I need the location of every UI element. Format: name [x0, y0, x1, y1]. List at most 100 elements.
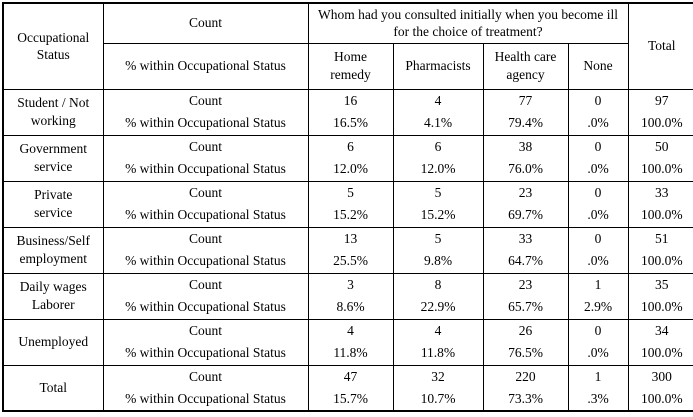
- row-label-private-service: Private service: [2, 180, 104, 228]
- header-occupational-status: Occupational Status: [2, 2, 104, 90]
- count-cell: 1: [567, 272, 629, 297]
- percent-cell: 2.9%: [567, 296, 629, 320]
- stat-label-cell: Count: [102, 364, 309, 389]
- row-label-government-service: Government service: [2, 134, 104, 182]
- count-cell: 6: [392, 134, 484, 159]
- percent-cell: 11.8%: [307, 342, 394, 366]
- percent-cell: 15.7%: [307, 388, 394, 412]
- percent-cell: .0%: [567, 250, 629, 274]
- row-label-unemployed: Unemployed: [2, 318, 104, 366]
- count-cell: 38: [482, 134, 569, 159]
- count-cell: 47: [307, 364, 394, 389]
- percent-cell: 76.5%: [482, 342, 569, 366]
- count-cell: 23: [482, 180, 569, 205]
- percent-cell: .0%: [567, 204, 629, 228]
- stat-label-cell: Count: [102, 318, 309, 343]
- percent-cell: 79.4%: [482, 112, 569, 136]
- percent-cell: .0%: [567, 158, 629, 182]
- percent-row: % within Occupational Status 25.5% 9.8% …: [3, 250, 693, 274]
- header-count-label: Count: [102, 2, 309, 44]
- stat-label-cell: Count: [102, 134, 309, 159]
- percent-cell: 12.0%: [392, 158, 484, 182]
- header-question: Whom had you consulted initially when yo…: [307, 2, 629, 44]
- percent-cell: 11.8%: [392, 342, 484, 366]
- percent-cell: 76.0%: [482, 158, 569, 182]
- count-cell: 32: [392, 364, 484, 389]
- count-total-cell: 50: [627, 134, 693, 159]
- count-total-cell: 300: [627, 364, 693, 389]
- percent-cell: 8.6%: [307, 296, 394, 320]
- percent-cell: 15.2%: [392, 204, 484, 228]
- count-cell: 1: [567, 364, 629, 389]
- count-cell: 0: [567, 226, 629, 251]
- percent-row: % within Occupational Status 15.2% 15.2%…: [3, 204, 693, 228]
- percent-row: % within Occupational Status 16.5% 4.1% …: [3, 112, 693, 136]
- count-row: Total Count 47 32 220 1 300: [2, 364, 693, 412]
- count-row: Government service Count 6 6 38 0 50: [2, 134, 693, 182]
- header-row-top: Occupational Status Count Whom had you c…: [2, 2, 693, 90]
- percent-total-cell: 100.0%: [627, 112, 693, 136]
- percent-cell: 73.3%: [482, 388, 569, 412]
- percent-cell: 69.7%: [482, 204, 569, 228]
- stat-label-cell: % within Occupational Status: [102, 342, 309, 366]
- stat-label-cell: % within Occupational Status: [102, 388, 309, 412]
- percent-total-cell: 100.0%: [627, 158, 693, 182]
- percent-row: % within Occupational Status 8.6% 22.9% …: [3, 296, 693, 320]
- count-total-cell: 35: [627, 272, 693, 297]
- count-cell: 6: [307, 134, 394, 159]
- count-cell: 4: [392, 88, 484, 113]
- count-cell: 8: [392, 272, 484, 297]
- percent-cell: 15.2%: [307, 204, 394, 228]
- percent-cell: 22.9%: [392, 296, 484, 320]
- header-pharmacists: Pharmacists: [392, 42, 484, 90]
- count-cell: 0: [567, 134, 629, 159]
- header-health-care-agency: Health care agency: [482, 42, 569, 90]
- count-total-cell: 51: [627, 226, 693, 251]
- percent-total-cell: 100.0%: [627, 388, 693, 412]
- count-cell: 13: [307, 226, 394, 251]
- percent-total-cell: 100.0%: [627, 342, 693, 366]
- percent-cell: 25.5%: [307, 250, 394, 274]
- count-cell: 5: [392, 180, 484, 205]
- stat-label-cell: Count: [102, 180, 309, 205]
- percent-total-cell: 100.0%: [627, 204, 693, 228]
- count-row: Business/Self employment Count 13 5 33 0…: [2, 226, 693, 274]
- stat-label-cell: % within Occupational Status: [102, 296, 309, 320]
- count-cell: 0: [567, 180, 629, 205]
- percent-row: % within Occupational Status 11.8% 11.8%…: [3, 342, 693, 366]
- stat-label-cell: Count: [102, 226, 309, 251]
- count-row: Unemployed Count 4 4 26 0 34: [2, 318, 693, 366]
- row-label-daily-wages-laborer: Daily wages Laborer: [2, 272, 104, 320]
- percent-cell: .0%: [567, 112, 629, 136]
- count-cell: 5: [392, 226, 484, 251]
- stat-label-cell: % within Occupational Status: [102, 158, 309, 182]
- header-total: Total: [627, 2, 693, 90]
- count-total-cell: 33: [627, 180, 693, 205]
- count-cell: 77: [482, 88, 569, 113]
- count-total-cell: 97: [627, 88, 693, 113]
- count-cell: 220: [482, 364, 569, 389]
- stat-label-cell: % within Occupational Status: [102, 250, 309, 274]
- count-cell: 26: [482, 318, 569, 343]
- stat-label-cell: % within Occupational Status: [102, 112, 309, 136]
- header-row-bottom: % within Occupational Status Home remedy…: [3, 42, 693, 90]
- percent-cell: 10.7%: [392, 388, 484, 412]
- count-row: Student / Not working Count 16 4 77 0 97: [2, 88, 693, 136]
- count-cell: 23: [482, 272, 569, 297]
- row-label-total: Total: [2, 364, 104, 412]
- percent-cell: .0%: [567, 342, 629, 366]
- count-cell: 5: [307, 180, 394, 205]
- count-row: Daily wages Laborer Count 3 8 23 1 35: [2, 272, 693, 320]
- count-cell: 16: [307, 88, 394, 113]
- stat-label-cell: Count: [102, 272, 309, 297]
- percent-row: % within Occupational Status 12.0% 12.0%…: [3, 158, 693, 182]
- row-label-business-self-employment: Business/Self employment: [2, 226, 104, 274]
- count-cell: 0: [567, 318, 629, 343]
- header-percent-label: % within Occupational Status: [102, 42, 309, 90]
- count-cell: 33: [482, 226, 569, 251]
- count-cell: 3: [307, 272, 394, 297]
- header-none: None: [567, 42, 629, 90]
- percent-cell: 65.7%: [482, 296, 569, 320]
- count-cell: 4: [392, 318, 484, 343]
